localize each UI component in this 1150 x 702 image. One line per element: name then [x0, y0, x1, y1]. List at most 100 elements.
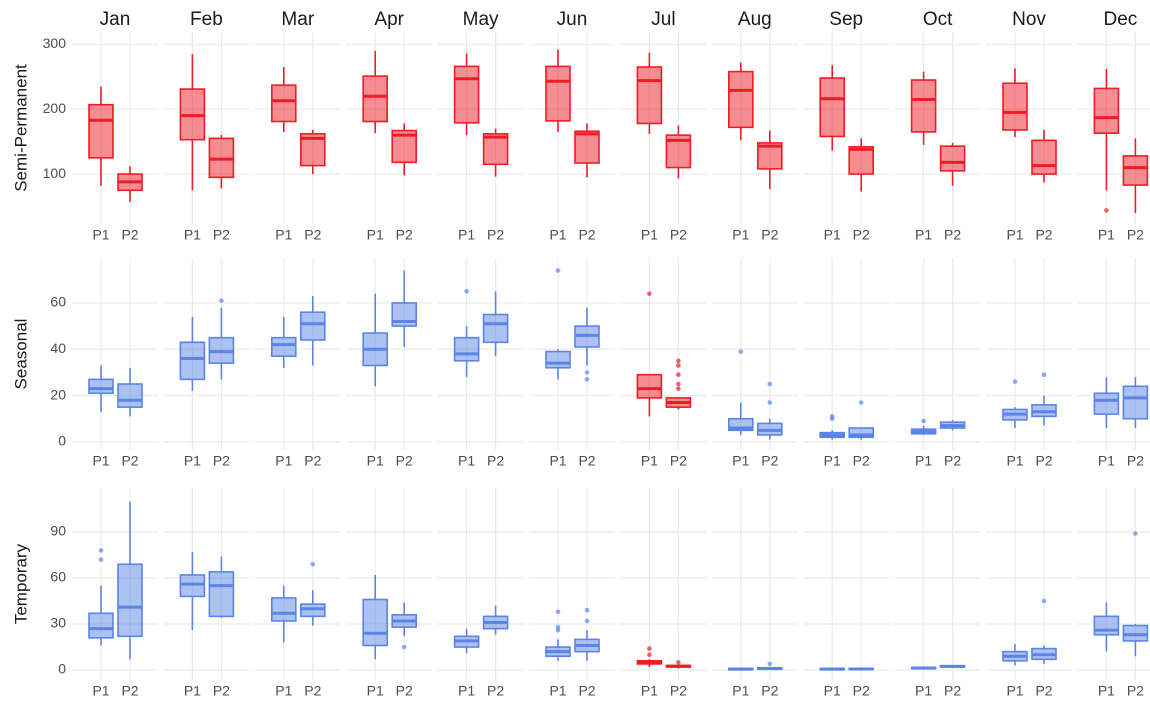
x-tick-label: P2	[121, 683, 138, 699]
box	[88, 103, 114, 159]
outlier	[676, 660, 681, 665]
panel	[711, 258, 798, 450]
x-tick-label: P1	[549, 227, 566, 243]
x-tick-label: P1	[641, 683, 658, 699]
outlier	[921, 418, 926, 424]
x-tick-label: P1	[549, 453, 566, 469]
outlier	[829, 414, 835, 419]
box	[1093, 615, 1120, 636]
box	[848, 427, 875, 439]
x-tick-label: P1	[458, 683, 475, 699]
strip-label: Dec	[1104, 9, 1138, 30]
outlier	[1012, 379, 1018, 384]
x-tick-label: P2	[487, 453, 504, 469]
panel	[437, 258, 524, 450]
panel	[986, 32, 1072, 224]
x-tick-label: P1	[641, 453, 658, 469]
box	[299, 311, 326, 341]
outlier	[1041, 372, 1047, 378]
x-tick-label: P1	[184, 683, 201, 699]
box	[636, 373, 663, 399]
y-tick-label: 30	[50, 615, 66, 631]
x-tick-label: P2	[121, 453, 138, 469]
box	[362, 75, 389, 123]
x-tick-label: P2	[1127, 683, 1144, 699]
outlier	[647, 646, 652, 651]
y-tick-label: 200	[43, 100, 67, 116]
x-tick-label: P2	[1035, 453, 1052, 469]
panel	[254, 258, 341, 450]
x-tick-label: P2	[761, 227, 778, 243]
x-tick-label: P1	[367, 683, 384, 699]
outlier	[676, 358, 681, 364]
panel	[346, 488, 433, 680]
box	[482, 313, 509, 344]
y-tick-label: 60	[50, 294, 66, 310]
outlier	[310, 561, 316, 567]
outlier	[584, 377, 590, 382]
panel	[529, 488, 615, 680]
y-tick-label: 60	[50, 569, 66, 585]
box	[727, 417, 754, 432]
panel	[803, 32, 890, 224]
x-tick-label: P1	[732, 453, 749, 469]
strip-label: Jul	[651, 9, 675, 30]
panel	[529, 258, 615, 450]
box	[1122, 624, 1149, 642]
outlier	[647, 652, 652, 657]
x-tick-label: P2	[761, 453, 778, 469]
strip-label: Feb	[190, 9, 223, 30]
box	[117, 383, 143, 408]
box	[117, 563, 143, 638]
x-tick-label: P1	[1006, 227, 1023, 243]
y-tick-label: 40	[50, 340, 66, 356]
x-tick-label: P1	[824, 683, 841, 699]
y-tick-label: 0	[58, 433, 66, 449]
panel	[1077, 488, 1150, 680]
outlier	[555, 268, 561, 273]
x-tick-label: P1	[915, 453, 932, 469]
outlier	[676, 381, 681, 387]
x-tick-label: P2	[304, 683, 321, 699]
box	[1031, 139, 1057, 175]
x-tick-label: P2	[1035, 227, 1052, 243]
x-tick-label: P2	[396, 683, 413, 699]
box	[939, 145, 966, 172]
row-title: Semi-Permanent	[11, 64, 30, 192]
panel	[163, 258, 250, 450]
strip-label: Aug	[738, 9, 772, 30]
outlier	[676, 372, 681, 378]
x-tick-label: P2	[396, 227, 413, 243]
outlier	[738, 349, 744, 354]
outlier	[1104, 208, 1109, 213]
x-tick-label: P2	[578, 683, 595, 699]
strip-label: Jan	[100, 9, 131, 30]
x-tick-label: P2	[1035, 683, 1052, 699]
strip-label: Apr	[374, 9, 404, 30]
y-tick-label: 100	[43, 165, 67, 181]
x-tick-label: P1	[915, 683, 932, 699]
x-tick-label: P1	[92, 453, 109, 469]
box	[545, 65, 571, 122]
outlier	[767, 381, 773, 387]
x-tick-label: P1	[275, 227, 292, 243]
x-tick-label: P2	[853, 453, 870, 469]
box	[1122, 385, 1149, 420]
x-tick-label: P2	[944, 453, 961, 469]
x-tick-label: P2	[304, 227, 321, 243]
outlier	[858, 400, 864, 405]
outlier	[98, 557, 104, 562]
box	[1093, 392, 1120, 415]
x-tick-label: P1	[92, 683, 109, 699]
box	[270, 336, 297, 358]
x-tick-label: P2	[578, 453, 595, 469]
box	[270, 597, 297, 622]
x-tick-label: P2	[853, 227, 870, 243]
box	[545, 350, 571, 369]
x-tick-label: P2	[944, 683, 961, 699]
box	[1002, 82, 1028, 131]
outlier	[98, 548, 104, 553]
outlier	[464, 289, 469, 294]
box	[179, 341, 206, 381]
